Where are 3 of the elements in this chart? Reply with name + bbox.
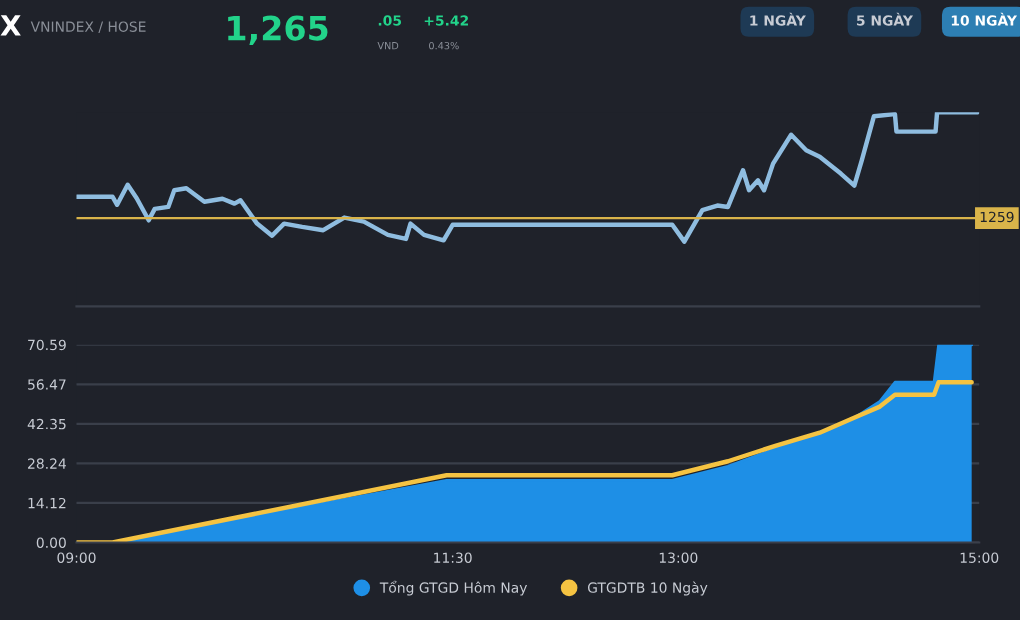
text: X (0, 15, 21, 36)
text: 1,265 (228, 15, 328, 45)
line-series (76, 380, 974, 543)
